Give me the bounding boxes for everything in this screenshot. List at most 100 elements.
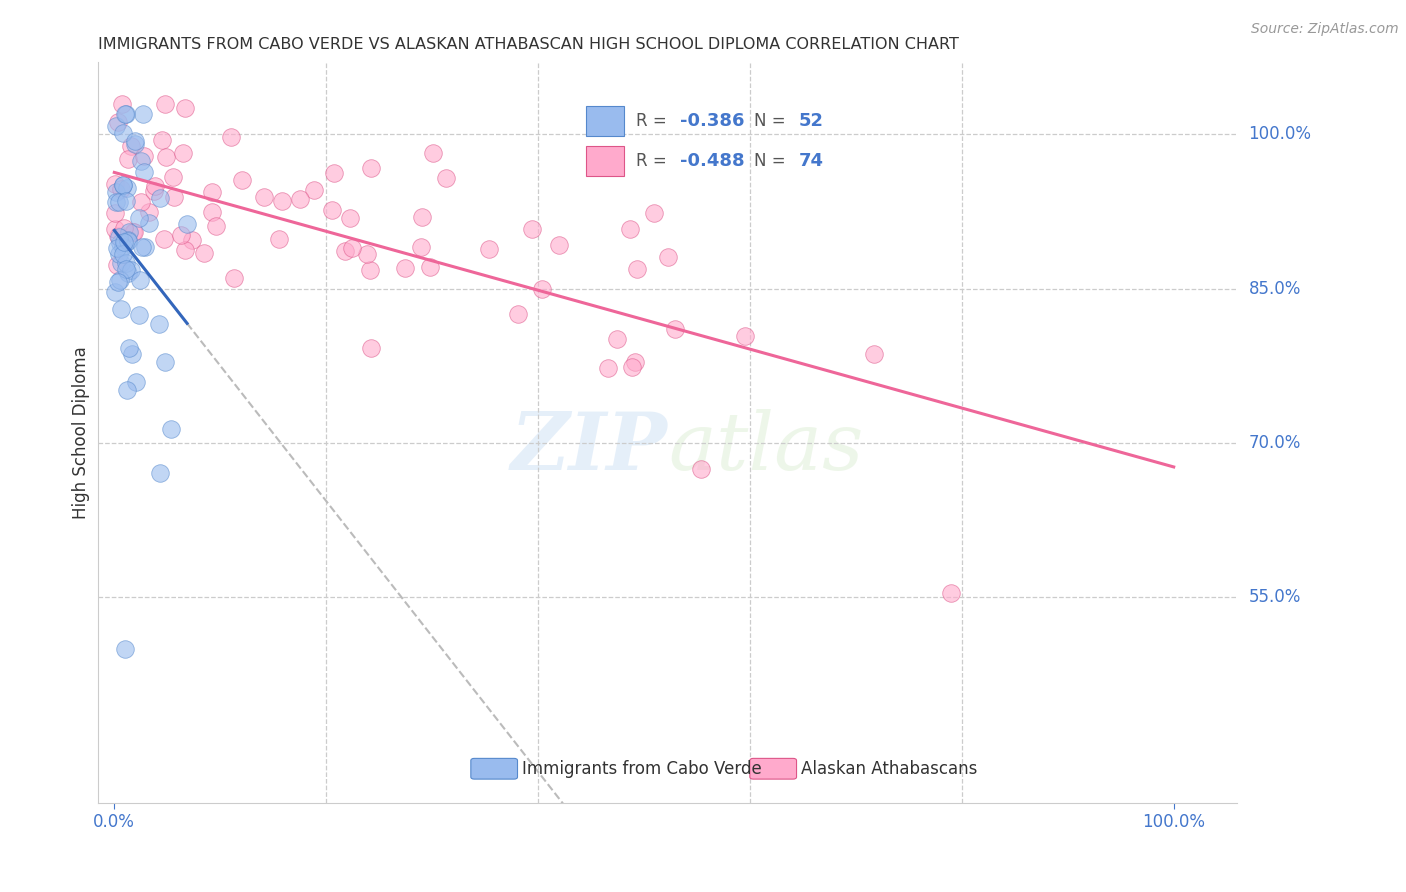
Point xyxy=(201,186,224,200)
Point xyxy=(269,232,291,246)
Point xyxy=(176,217,198,231)
Point xyxy=(411,210,433,224)
Point xyxy=(134,240,156,254)
Point xyxy=(115,383,138,397)
Point xyxy=(288,192,311,206)
Point xyxy=(271,194,294,209)
Point xyxy=(941,586,963,600)
Point xyxy=(110,256,132,270)
Point xyxy=(862,347,884,361)
Text: 100.0%: 100.0% xyxy=(1249,126,1312,144)
Point xyxy=(360,342,382,356)
Point xyxy=(173,101,195,115)
Point xyxy=(150,133,173,147)
Y-axis label: High School Diploma: High School Diploma xyxy=(72,346,90,519)
Point xyxy=(114,107,136,121)
Point xyxy=(321,202,343,217)
Point xyxy=(108,247,131,261)
Text: IMMIGRANTS FROM CABO VERDE VS ALASKAN ATHABASCAN HIGH SCHOOL DIPLOMA CORRELATION: IMMIGRANTS FROM CABO VERDE VS ALASKAN AT… xyxy=(98,37,959,52)
Point xyxy=(118,225,141,239)
Text: atlas: atlas xyxy=(668,409,863,486)
Point xyxy=(531,282,554,296)
Point xyxy=(624,355,647,369)
Point xyxy=(606,332,628,346)
Point xyxy=(664,321,686,335)
Point xyxy=(419,260,441,274)
Point xyxy=(148,317,170,331)
Point xyxy=(339,211,361,225)
Point xyxy=(121,347,143,361)
Point xyxy=(134,148,156,162)
Text: Alaskan Athabascans: Alaskan Athabascans xyxy=(801,760,977,778)
Point xyxy=(124,134,146,148)
Point xyxy=(117,233,139,247)
Point xyxy=(129,154,152,169)
Point xyxy=(115,255,138,269)
Point xyxy=(105,241,128,255)
Point xyxy=(107,194,129,209)
Point xyxy=(104,185,127,199)
Point xyxy=(224,271,246,285)
Text: 55.0%: 55.0% xyxy=(1249,588,1301,607)
Point xyxy=(205,219,228,233)
Point xyxy=(547,238,569,252)
Point xyxy=(110,181,132,195)
Point xyxy=(434,171,457,186)
Point xyxy=(522,221,544,235)
Point xyxy=(104,119,127,133)
Point xyxy=(598,360,620,375)
Point xyxy=(162,170,184,185)
Point xyxy=(114,641,136,656)
Point xyxy=(112,247,135,261)
Point xyxy=(110,273,132,287)
Point xyxy=(117,266,139,280)
Point xyxy=(107,275,129,289)
Point xyxy=(149,191,172,205)
Point xyxy=(115,181,138,195)
Point xyxy=(112,240,135,254)
Point xyxy=(110,235,132,250)
Point xyxy=(111,96,134,111)
Point xyxy=(107,229,129,244)
Point xyxy=(128,211,150,225)
Point xyxy=(253,190,276,204)
Point xyxy=(120,263,142,277)
Point xyxy=(118,341,141,355)
Point xyxy=(394,260,416,275)
Point xyxy=(478,242,501,256)
Point xyxy=(359,263,381,277)
Point xyxy=(124,137,146,152)
Point xyxy=(149,466,172,480)
Point xyxy=(138,204,160,219)
FancyBboxPatch shape xyxy=(471,758,517,779)
Point xyxy=(155,96,177,111)
Text: Immigrants from Cabo Verde: Immigrants from Cabo Verde xyxy=(522,760,762,778)
Point xyxy=(356,246,378,260)
Point xyxy=(108,230,131,244)
Point xyxy=(340,241,363,255)
Point xyxy=(163,190,186,204)
Point xyxy=(105,258,128,272)
Text: 70.0%: 70.0% xyxy=(1249,434,1301,452)
Point xyxy=(110,302,132,317)
Point xyxy=(121,225,143,239)
Point xyxy=(169,228,191,243)
Point xyxy=(422,146,444,161)
FancyBboxPatch shape xyxy=(749,758,797,779)
Point xyxy=(626,262,648,277)
Point xyxy=(114,235,136,250)
Point xyxy=(181,233,204,247)
Point xyxy=(143,179,166,194)
Text: ZIP: ZIP xyxy=(510,409,668,486)
Point xyxy=(125,376,148,390)
Point xyxy=(619,222,641,236)
Point xyxy=(621,359,644,374)
Point xyxy=(138,216,160,230)
Point xyxy=(689,461,711,475)
Point xyxy=(129,273,152,287)
Point xyxy=(117,152,139,166)
Point xyxy=(104,222,127,236)
Point xyxy=(221,130,243,145)
Point xyxy=(322,166,344,180)
Point xyxy=(132,107,155,121)
